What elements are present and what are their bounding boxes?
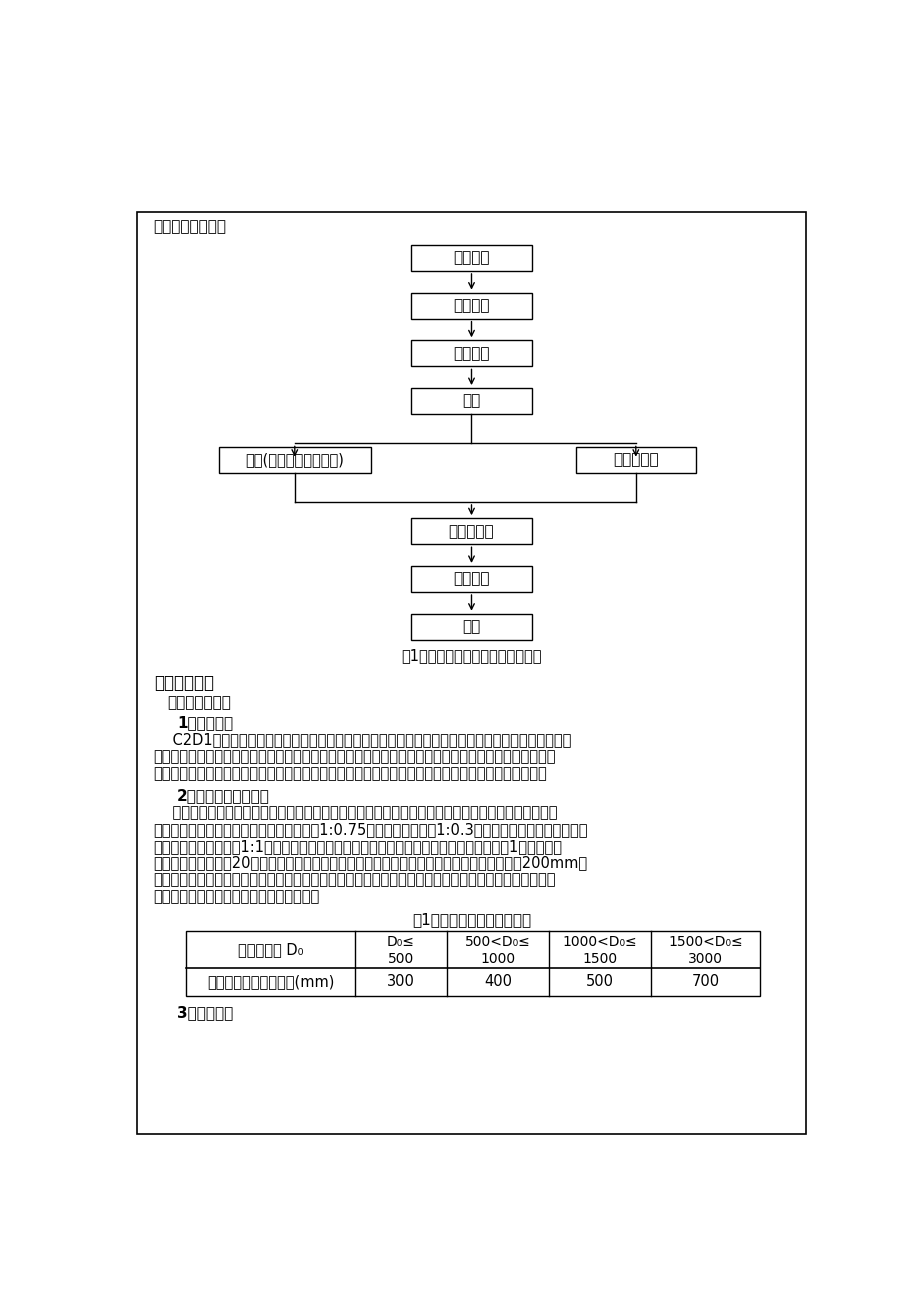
Text: 1000<D₀≤: 1000<D₀≤ — [562, 935, 637, 949]
Bar — [411, 566, 531, 592]
Text: 功能性检测: 功能性检测 — [448, 523, 494, 539]
Text: 2、管道沟槽土方开挖: 2、管道沟槽土方开挖 — [176, 788, 269, 803]
Text: 管道一侧的工作面宽度(mm): 管道一侧的工作面宽度(mm) — [207, 974, 335, 990]
Text: 500: 500 — [585, 974, 614, 990]
Text: 1000: 1000 — [480, 952, 515, 966]
Bar — [411, 245, 531, 271]
Text: （一）管道施工: （一）管道施工 — [167, 695, 232, 711]
Bar — [186, 931, 759, 996]
Text: 沟槽回填: 沟槽回填 — [453, 572, 489, 586]
Text: 开挖时采纳机械挖土，土方开挖放坡坡比为1:0.75，石方放坡坡比为1:0.3，沟槽顶部土石方松散的地段: 开挖时采纳机械挖土，土方开挖放坡坡比为1:0.75，石方放坡坡比为1:0.3，沟… — [153, 822, 587, 837]
Text: 1、测量放样: 1、测量放样 — [176, 716, 233, 730]
Text: 平基管座: 平基管座 — [453, 346, 489, 361]
Text: 500<D₀≤: 500<D₀≤ — [464, 935, 530, 949]
Text: 300: 300 — [387, 974, 414, 990]
Text: 三、施工工艺流程: 三、施工工艺流程 — [153, 220, 226, 234]
Text: 700: 700 — [691, 974, 719, 990]
Text: 1500<D₀≤: 1500<D₀≤ — [667, 935, 742, 949]
Bar — [411, 518, 531, 544]
Bar — [219, 447, 370, 473]
Text: 管道的外径 D₀: 管道的外径 D₀ — [238, 941, 303, 957]
Text: 可适当降低开挖坡度至1:1，防止松散石块滚落危及作业面平安。管道工作面的宽度依据表1所示。土方: 可适当降低开挖坡度至1:1，防止松散石块滚落危及作业面平安。管道工作面的宽度依据… — [153, 838, 562, 854]
Text: 1500: 1500 — [582, 952, 617, 966]
Text: 采纳砂砾石回填至设计高程后，再施工管道基础。沟槽开挖成型后，对槽底进行修正，假如小部分超挖，: 采纳砂砾石回填至设计高程后，再施工管道基础。沟槽开挖成型后，对槽底进行修正，假如… — [153, 872, 556, 888]
Text: 沟槽开挖前，应对沟槽中线及开挖边线进行技术复核，并与有关单位取得联系，查清地下管线状况。: 沟槽开挖前，应对沟槽中线及开挖边线进行技术复核，并与有关单位取得联系，查清地下管… — [153, 805, 557, 820]
Text: 接口(橡胶圈、水泥砂浆): 接口(橡胶圈、水泥砂浆) — [245, 452, 344, 467]
Text: C2D1地块的管线工程依据工作面移交状况，采纳分段施工，分段放样。依据管井坐标及线路走向，: C2D1地块的管线工程依据工作面移交状况，采纳分段施工，分段放样。依据管井坐标及… — [153, 733, 571, 747]
Text: 安管: 安管 — [462, 393, 480, 409]
Bar — [411, 293, 531, 319]
Text: 3、管道基础: 3、管道基础 — [176, 1005, 233, 1019]
Text: 500: 500 — [388, 952, 414, 966]
Text: 400: 400 — [483, 974, 511, 990]
Text: 放出管道开挖边线，并在线路一侧标注管井所在位置及编号，用白灰在地上画出。通过沟底管径、工作面: 放出管道开挖边线，并在线路一侧标注管井所在位置及编号，用白灰在地上画出。通过沟底… — [153, 750, 556, 764]
Bar — [411, 388, 531, 414]
Text: 开挖至沟底标高以上20厘米，然后人工清挖至设计标高。当开挖沟槽基础为岩石时，槽底超挖200mm，: 开挖至沟底标高以上20厘米，然后人工清挖至设计标高。当开挖沟槽基础为岩石时，槽底… — [153, 855, 587, 871]
Text: 用灰土回填。基槽施工做好隐蔽验收记录。: 用灰土回填。基槽施工做好隐蔽验收记录。 — [153, 889, 320, 905]
Text: 四、施工方法: 四、施工方法 — [153, 674, 213, 691]
Text: D₀≤: D₀≤ — [387, 935, 414, 949]
Bar — [411, 613, 531, 639]
Text: 沟槽开挖: 沟槽开挖 — [453, 298, 489, 312]
Text: 验收: 验收 — [462, 620, 480, 634]
Text: 检查井施工: 检查井施工 — [612, 452, 658, 467]
Bar — [411, 340, 531, 366]
Text: 图1给水、排水管道施工工艺流程图: 图1给水、排水管道施工工艺流程图 — [401, 647, 541, 663]
Text: 宽度、放坡坡度确定开挖开口线位置。线位设好以后请监理工程师检测，符合要求后再进行下道工序。: 宽度、放坡坡度确定开挖开口线位置。线位设好以后请监理工程师检测，符合要求后再进行… — [153, 767, 547, 781]
Text: 3000: 3000 — [687, 952, 722, 966]
Text: 测量放样: 测量放样 — [453, 250, 489, 266]
Text: 表1：管道一侧的工作面宽度: 表1：管道一侧的工作面宽度 — [412, 913, 530, 927]
Bar — [575, 447, 695, 473]
